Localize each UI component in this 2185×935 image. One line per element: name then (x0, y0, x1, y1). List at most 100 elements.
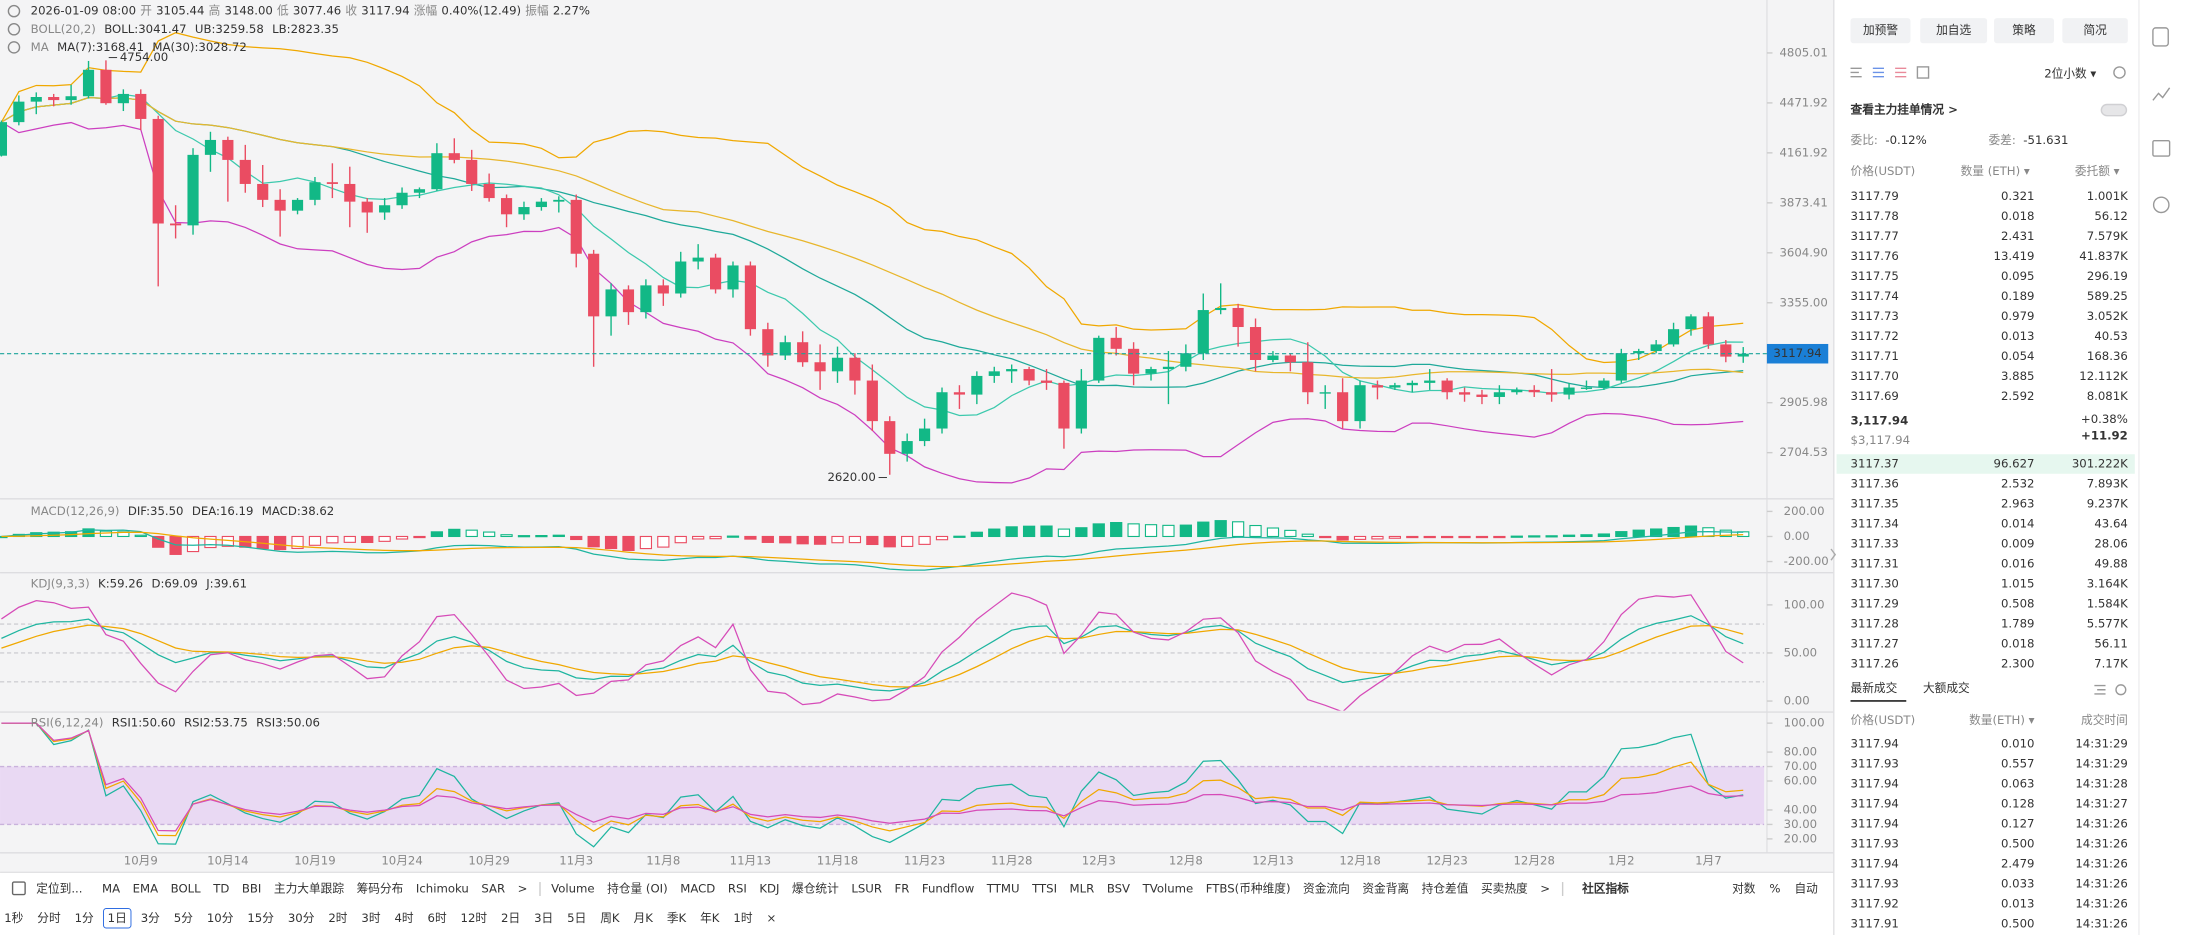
icon[interactable] (1895, 67, 1907, 78)
period-button[interactable]: 2时 (328, 911, 347, 925)
locate-button[interactable]: 定位到... (36, 882, 82, 896)
period-button[interactable]: 1分 (75, 911, 94, 925)
indicator-toggle[interactable]: TTMU (986, 882, 1020, 896)
indicator-toggle[interactable]: 筹码分布 (357, 882, 404, 896)
period-button[interactable]: 3时 (361, 911, 380, 925)
icon[interactable] (2152, 140, 2171, 157)
period-button[interactable]: 1时 (733, 911, 752, 925)
trade-tab[interactable]: 大额成交 (1923, 681, 1970, 695)
collapse-arrow[interactable] (1830, 548, 1837, 561)
candle-body (936, 392, 948, 429)
macd-bar (1441, 535, 1454, 539)
toggle[interactable] (2100, 103, 2128, 117)
indicator-toggle[interactable]: FR (894, 882, 909, 896)
book-cell: 0.016 (2001, 556, 2034, 570)
period-button[interactable]: 分时 (37, 911, 61, 925)
period-button[interactable]: 10分 (207, 911, 234, 925)
macd-bar (1336, 535, 1349, 541)
indicator-toggle[interactable]: RSI (728, 882, 747, 896)
indicator-toggle[interactable]: TVolume (1142, 882, 1194, 896)
indicator-toggle[interactable]: FTBS(币种维度) (1206, 882, 1291, 896)
icon[interactable] (2152, 27, 2169, 47)
icon[interactable] (1872, 67, 1884, 78)
indicator-toggle[interactable]: 主力大单跟踪 (274, 882, 344, 896)
period-button[interactable]: 5分 (174, 911, 193, 925)
icon[interactable] (1916, 66, 1930, 79)
candle-body (901, 441, 913, 454)
community-indicators: 社区指标 (1581, 882, 1629, 896)
locate-icon[interactable] (11, 881, 26, 896)
indicator-toggle[interactable]: MA (102, 882, 120, 896)
indicator-toggle[interactable]: TD (212, 882, 229, 896)
period-button[interactable]: 季K (667, 911, 687, 925)
period-button[interactable]: 1秒 (4, 911, 23, 925)
icon[interactable] (2094, 684, 2106, 695)
indicator-toggle[interactable]: 资金流向 (1303, 882, 1350, 896)
icon[interactable] (1850, 67, 1862, 78)
candle-body (814, 362, 826, 372)
period-button[interactable]: × (766, 911, 776, 925)
last-price-box (1766, 343, 1829, 364)
indicator-toggle[interactable]: > (1540, 882, 1550, 896)
indicator-toggle[interactable]: BOLL (171, 882, 202, 896)
indicator-toggle[interactable]: EMA (133, 882, 158, 896)
trade-tab[interactable]: 最新成交 (1851, 681, 1898, 695)
period-button[interactable]: 6时 (428, 911, 447, 925)
indicator-toggle[interactable]: 爆仓统计 (792, 882, 839, 896)
axis-option[interactable]: % (1769, 882, 1780, 896)
axis-option[interactable]: 自动 (1794, 882, 1818, 896)
indicator-toggle[interactable]: 买卖热度 (1481, 882, 1528, 896)
period-button[interactable]: 3日 (534, 911, 553, 925)
macd-bar (1040, 525, 1053, 538)
indicator-toggle[interactable]: Volume (551, 882, 594, 896)
menu-icon[interactable] (7, 4, 21, 18)
y-tick-label: 80.00 (1784, 745, 1817, 759)
axis-option[interactable]: 对数 (1732, 882, 1756, 896)
legend-item: MA(7):3168.41 (57, 40, 144, 54)
icon[interactable] (2152, 87, 2171, 101)
panel-button[interactable] (1994, 18, 2054, 44)
collapse-icon[interactable] (7, 41, 21, 54)
period-button[interactable]: 2日 (501, 911, 520, 925)
period-button[interactable]: 12时 (461, 911, 488, 925)
book-cell: 49.88 (2094, 556, 2127, 570)
indicator-toggle[interactable]: SAR (481, 882, 505, 896)
panel-button[interactable] (1920, 18, 1988, 44)
period-button[interactable]: 年K (700, 911, 720, 925)
indicator-toggle[interactable]: BSV (1107, 882, 1130, 896)
y-tick-label: 100.00 (1784, 716, 1825, 730)
candle-body (779, 342, 791, 356)
period-button[interactable]: 5日 (567, 911, 586, 925)
icon[interactable] (2152, 196, 2170, 214)
panel-button[interactable] (2062, 18, 2128, 44)
indicator-toggle[interactable]: 持仓量 (OI) (607, 882, 668, 896)
header-value: 3077.46 (293, 4, 341, 18)
period-button[interactable]: 4时 (394, 911, 413, 925)
collapse-icon[interactable] (7, 22, 21, 36)
indicator-toggle[interactable]: Ichimoku (416, 882, 469, 896)
y-tick-label: 0.00 (1784, 529, 1810, 543)
icon[interactable] (2113, 66, 2126, 79)
period-button[interactable]: 15分 (247, 911, 274, 925)
indicator-toggle[interactable]: BBI (242, 882, 261, 896)
icon[interactable] (2115, 684, 2127, 696)
period-button[interactable]: 30分 (288, 911, 315, 925)
book-cell: 28.06 (2094, 537, 2127, 551)
header-value: 2.27% (553, 4, 590, 18)
indicator-toggle[interactable]: 持仓差值 (1422, 882, 1469, 896)
period-button[interactable]: 月K (634, 911, 654, 925)
indicator-toggle[interactable]: TTSI (1031, 882, 1057, 896)
indicator-toggle[interactable]: LSUR (851, 882, 882, 896)
period-button[interactable]: 周K (600, 911, 620, 925)
indicator-toggle[interactable]: > (518, 882, 528, 896)
indicator-toggle[interactable]: 资金背离 (1362, 882, 1409, 896)
indicator-toggle[interactable]: KDJ (759, 882, 779, 896)
period-button[interactable]: 1日 (108, 911, 127, 925)
period-button[interactable]: 3分 (141, 911, 160, 925)
indicator-toggle[interactable]: Fundflow (922, 882, 975, 896)
panel-button[interactable] (1850, 18, 1911, 44)
indicator-toggle[interactable]: MACD (680, 882, 715, 896)
macd-bar (1562, 534, 1576, 538)
indicator-toggle[interactable]: MLR (1070, 882, 1095, 896)
